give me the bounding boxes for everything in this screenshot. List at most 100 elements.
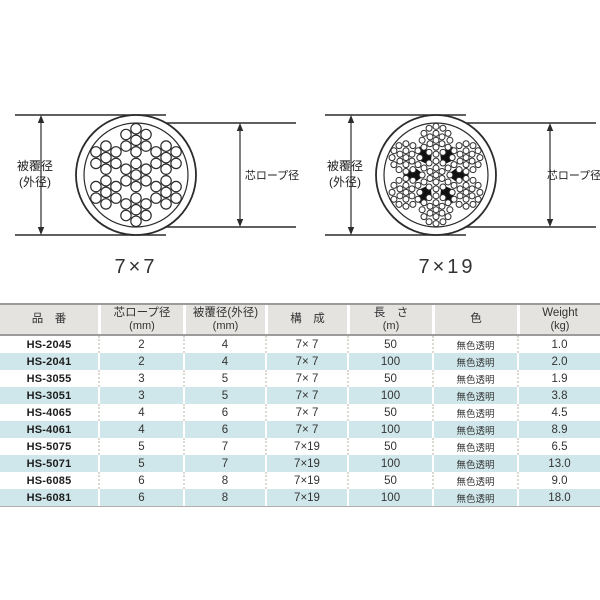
cell-construction: 7× 7 [265, 404, 347, 421]
cell-color: 無色透明 [432, 472, 517, 489]
cell-construction: 7× 7 [265, 336, 347, 353]
cell-part_no: HS-4061 [26, 423, 72, 436]
table-body: HS-2045 2 4 7× 7 50 無色透明 1.0 HS-2041 2 4 7× 7 100 無色… [0, 336, 600, 507]
cell-color: 無色透明 [432, 353, 517, 370]
cell-weight: 4.5 [517, 404, 600, 421]
cell-weight: 18.0 [517, 489, 600, 506]
table-row: HS-6085 6 8 7×19 50 無色透明 9.0 [0, 472, 600, 489]
cell-part_no: HS-5075 [26, 440, 72, 453]
cell-core_dia: 5 [98, 455, 183, 472]
cell-core_dia: 3 [98, 387, 183, 404]
column-header-core_dia: 芯ロープ径 (mm) [98, 305, 183, 334]
outer-diameter-label-line2: (外径) [19, 175, 51, 189]
cell-outer_dia: 5 [183, 370, 265, 387]
cell-color: 無色透明 [432, 421, 517, 438]
cell-color: 無色透明 [432, 438, 517, 455]
cell-outer_dia: 4 [183, 353, 265, 370]
cell-length: 50 [347, 438, 432, 455]
cell-part_no: HS-6085 [26, 474, 72, 487]
table-row: HS-4061 4 6 7× 7 100 無色透明 8.9 [0, 421, 600, 438]
table-row: HS-5075 5 7 7×19 50 無色透明 6.5 [0, 438, 600, 455]
cell-outer_dia: 6 [183, 404, 265, 421]
cell-core_dia: 2 [98, 353, 183, 370]
cell-outer_dia: 7 [183, 438, 265, 455]
cell-color: 無色透明 [432, 455, 517, 472]
diagram-7x7 [15, 114, 296, 236]
column-header-color: 色 [432, 305, 517, 334]
column-header-part_no: 品 番 [0, 305, 98, 334]
core-rope-diameter-label: 芯ロープ径 [245, 168, 299, 182]
cell-construction: 7×19 [265, 489, 347, 506]
cell-core_dia: 5 [98, 438, 183, 455]
construction-caption-7x7: 7×7 [115, 256, 158, 278]
cell-weight: 1.0 [517, 336, 600, 353]
cell-construction: 7× 7 [265, 370, 347, 387]
cell-outer_dia: 7 [183, 455, 265, 472]
cell-core_dia: 2 [98, 336, 183, 353]
table-header-row: 品 番芯ロープ径 (mm) 被覆径(外径) (mm) 構 成長 さ (m) 色 Weight(… [0, 303, 600, 336]
outer-diameter-label-line1: 被覆径 [17, 159, 53, 173]
cell-construction: 7× 7 [265, 387, 347, 404]
cell-construction: 7×19 [265, 455, 347, 472]
cell-color: 無色透明 [432, 489, 517, 506]
cell-weight: 6.5 [517, 438, 600, 455]
cell-part_no: HS-3055 [26, 372, 72, 385]
cell-length: 100 [347, 489, 432, 506]
column-header-length: 長 さ (m) [347, 305, 432, 334]
cell-length: 100 [347, 455, 432, 472]
cell-length: 50 [347, 472, 432, 489]
cell-length: 100 [347, 353, 432, 370]
cell-color: 無色透明 [432, 387, 517, 404]
table-row: HS-3051 3 5 7× 7 100 無色透明 3.8 [0, 387, 600, 404]
cell-color: 無色透明 [432, 404, 517, 421]
spec-table: 品 番芯ロープ径 (mm) 被覆径(外径) (mm) 構 成長 さ (m) 色 Weight(… [0, 303, 600, 507]
cell-weight: 1.9 [517, 370, 600, 387]
cell-length: 50 [347, 370, 432, 387]
cell-weight: 8.9 [517, 421, 600, 438]
cell-outer_dia: 4 [183, 336, 265, 353]
column-header-outer_dia: 被覆径(外径) (mm) [183, 305, 265, 334]
cell-weight: 9.0 [517, 472, 600, 489]
cell-part_no: HS-4065 [26, 406, 72, 419]
column-header-weight: Weight (kg) [517, 305, 600, 334]
cell-length: 100 [347, 387, 432, 404]
cell-part_no: HS-5071 [26, 457, 72, 470]
diagram-7x19 [325, 114, 596, 236]
wire-rope-diagrams: 被覆径 (外径) 芯ロープ径 被覆径 (外径) 芯ロープ径 7×7 7×19 [15, 114, 600, 278]
table-row: HS-2045 2 4 7× 7 50 無色透明 1.0 [0, 336, 600, 353]
cell-part_no: HS-2045 [26, 338, 72, 351]
cell-outer_dia: 8 [183, 489, 265, 506]
strand-wires [90, 122, 182, 228]
cell-core_dia: 6 [98, 489, 183, 506]
cell-construction: 7× 7 [265, 421, 347, 438]
cell-construction: 7× 7 [265, 353, 347, 370]
construction-caption-7x19: 7×19 [418, 256, 475, 278]
cell-core_dia: 4 [98, 404, 183, 421]
table-row: HS-3055 3 5 7× 7 50 無色透明 1.9 [0, 370, 600, 387]
cell-weight: 13.0 [517, 455, 600, 472]
cell-part_no: HS-3051 [26, 389, 72, 402]
cell-core_dia: 4 [98, 421, 183, 438]
table-row: HS-5071 5 7 7×19 100 無色透明 13.0 [0, 455, 600, 472]
cell-color: 無色透明 [432, 336, 517, 353]
cell-length: 50 [347, 404, 432, 421]
outer-diameter-label-line2: (外径) [329, 175, 361, 189]
cell-part_no: HS-2041 [26, 355, 72, 368]
dimension-arrows [37, 115, 244, 235]
cell-weight: 3.8 [517, 387, 600, 404]
cell-core_dia: 6 [98, 472, 183, 489]
table-row: HS-4065 4 6 7× 7 50 無色透明 4.5 [0, 404, 600, 421]
cell-length: 100 [347, 421, 432, 438]
dimension-arrows [347, 115, 554, 235]
strand-wires [388, 122, 484, 228]
core-rope-diameter-label: 芯ロープ径 [547, 168, 600, 182]
cell-color: 無色透明 [432, 370, 517, 387]
cell-outer_dia: 6 [183, 421, 265, 438]
cell-weight: 2.0 [517, 353, 600, 370]
cell-core_dia: 3 [98, 370, 183, 387]
outer-diameter-label-line1: 被覆径 [327, 159, 363, 173]
table-row: HS-6081 6 8 7×19 100 無色透明 18.0 [0, 489, 600, 506]
cell-outer_dia: 5 [183, 387, 265, 404]
cell-length: 50 [347, 336, 432, 353]
